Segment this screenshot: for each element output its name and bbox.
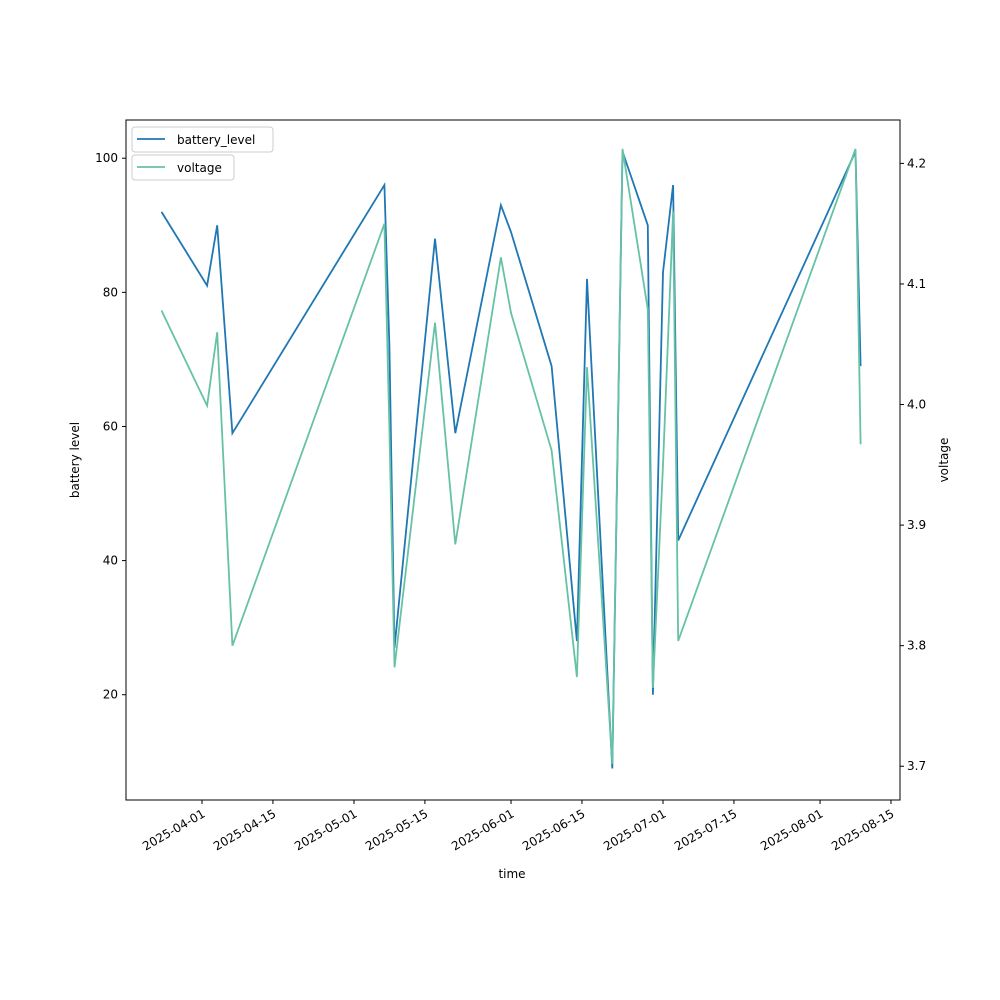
x-tick-label: 2025-07-01 xyxy=(601,806,668,853)
x-tick-label: 2025-06-01 xyxy=(449,806,516,853)
legend-label-voltage: voltage xyxy=(177,161,222,175)
series-line-voltage xyxy=(160,148,862,764)
y-right-tick-label: 4.2 xyxy=(907,156,926,170)
y-left-tick-label: 20 xyxy=(103,688,118,702)
x-tick-label: 2025-06-15 xyxy=(520,806,587,853)
y-left-tick-label: 60 xyxy=(103,419,118,433)
x-tick-label: 2025-08-15 xyxy=(829,806,896,853)
x-tick-label: 2025-05-15 xyxy=(363,806,430,853)
y-right-tick-label: 4.0 xyxy=(907,398,926,412)
x-tick-label: 2025-07-15 xyxy=(672,806,739,853)
x-tick-label: 2025-04-15 xyxy=(211,806,278,853)
y-left-tick-label: 40 xyxy=(103,554,118,568)
x-tick-label: 2025-05-01 xyxy=(292,806,359,853)
legend-label-battery: battery_level xyxy=(177,133,255,147)
x-tick-label: 2025-04-01 xyxy=(140,806,207,853)
y-axis-label-right: voltage xyxy=(937,438,951,483)
x-axis-label: time xyxy=(498,867,525,881)
y-right-tick-label: 3.8 xyxy=(907,639,926,653)
y-right-tick-label: 3.9 xyxy=(907,518,926,532)
legend-box-voltage xyxy=(131,154,235,181)
y-right-tick-label: 4.1 xyxy=(907,277,926,291)
legend-box-battery xyxy=(131,126,274,153)
x-tick-label: 2025-08-01 xyxy=(758,806,825,853)
y-left-tick-label: 100 xyxy=(95,151,118,165)
y-left-tick-label: 80 xyxy=(103,285,118,299)
series-line-battery_level xyxy=(160,151,862,769)
y-axis-label-left: battery level xyxy=(68,422,82,498)
plot-frame xyxy=(125,119,901,801)
y-right-tick-label: 3.7 xyxy=(907,759,926,773)
